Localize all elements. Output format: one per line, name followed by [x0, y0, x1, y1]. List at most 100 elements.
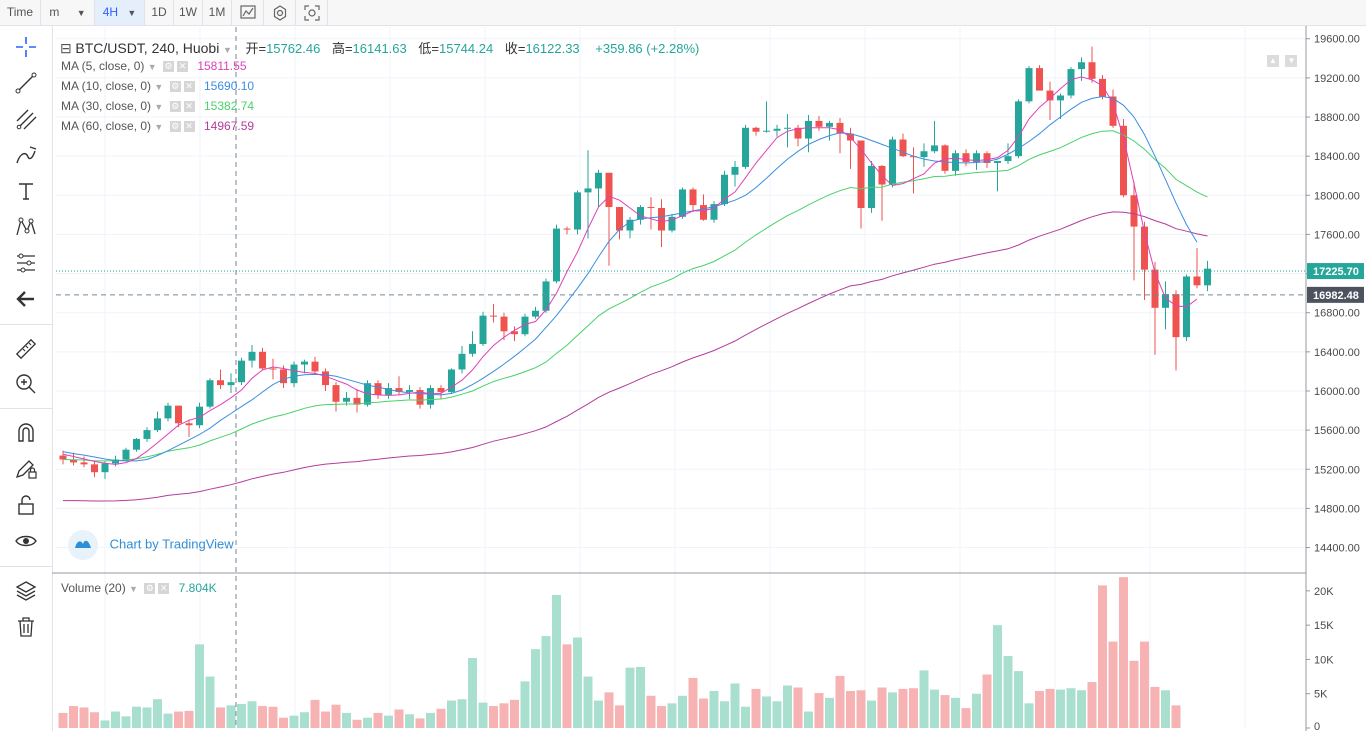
ma5-line: [62, 76, 1198, 465]
volume-bar: [783, 685, 792, 728]
volume-bar: [1129, 660, 1139, 728]
candle-body: [1120, 125, 1127, 196]
price-axis[interactable]: 14400.00 14800.00 15200.00 15600.00 16000.00…: [1306, 26, 1366, 731]
open-label: 开=: [245, 41, 267, 56]
volume-bar: [856, 690, 866, 728]
interval-1m-button[interactable]: 1M: [203, 0, 232, 25]
close-icon[interactable]: ✕: [158, 583, 170, 595]
volume-bar: [730, 683, 740, 728]
lock-drawings-tool[interactable]: [12, 454, 40, 482]
chevron-down-icon[interactable]: ▼: [154, 102, 164, 112]
crosshair-tool[interactable]: [12, 33, 40, 61]
volume-label: Volume (20): [61, 581, 126, 595]
interval-1w-button[interactable]: 1W: [174, 0, 203, 25]
volume-bar: [90, 712, 99, 728]
close-icon[interactable]: ✕: [183, 81, 195, 93]
fib-tool[interactable]: [12, 105, 40, 133]
volume-bar: [940, 695, 950, 728]
close-icon[interactable]: ✕: [183, 101, 195, 113]
candle-body: [1015, 101, 1022, 157]
volume-bar: [1171, 705, 1181, 728]
volume-bar: [384, 715, 393, 728]
trend-line-tool[interactable]: [12, 69, 40, 97]
prediction-tool[interactable]: [12, 249, 40, 277]
minute-interval-dropdown[interactable]: m ▼: [41, 0, 95, 25]
close-icon[interactable]: ✕: [183, 121, 195, 133]
ma60-value: 14967.59: [204, 119, 255, 133]
volume-bar: [552, 594, 561, 728]
volume-bar: [646, 695, 656, 728]
candle-body: [983, 153, 991, 164]
volume-bars: [58, 577, 1181, 728]
volume-bar: [919, 670, 929, 728]
camera-icon: [303, 5, 320, 21]
volume-bar: [751, 688, 761, 728]
volume-axis[interactable]: 0 5K 10K 15K 20K: [1306, 586, 1334, 731]
chevron-down-icon[interactable]: ▼: [129, 584, 138, 594]
chevron-down-icon[interactable]: ▼: [222, 45, 232, 55]
zoom-in-icon: [16, 374, 36, 394]
brush-tool[interactable]: [12, 141, 40, 169]
volume-bar: [667, 703, 677, 728]
screenshot-button[interactable]: [296, 0, 328, 25]
price-tick-label: 17600.00: [1314, 229, 1360, 241]
grid: [52, 26, 1307, 731]
magnet-tool[interactable]: [12, 419, 40, 447]
price-tick-label: 16800.00: [1314, 308, 1360, 320]
candle-body: [490, 315, 497, 317]
candle-body: [763, 130, 770, 132]
candle-body: [406, 390, 413, 392]
symbol-legend: ⊟ BTC/USDT, 240, Huobi ▼ 开=15762.46 高=16…: [60, 38, 699, 57]
volume-value: 7.804K: [178, 581, 217, 595]
gear-icon[interactable]: ⚙: [169, 81, 181, 93]
candle-body: [248, 351, 256, 361]
zoom-tool[interactable]: [12, 370, 40, 398]
text-tool[interactable]: [12, 177, 40, 205]
ma30-label: MA (30, close, 0): [61, 99, 152, 113]
candle-body: [122, 449, 130, 460]
trash-icon: [18, 617, 34, 637]
chart-style-button[interactable]: [232, 0, 264, 25]
scroll-arrows[interactable]: ▲ ▼: [1267, 50, 1298, 68]
tradingview-watermark[interactable]: Chart by TradingView: [68, 530, 234, 560]
candle-body: [164, 405, 172, 419]
close-value: 16122.33: [525, 41, 580, 56]
volume-bar: [426, 712, 435, 728]
interval-4h-dropdown[interactable]: 4H ▼: [95, 0, 145, 25]
gear-icon[interactable]: ⚙: [169, 121, 181, 133]
volume-bar: [835, 675, 845, 728]
lock-tool[interactable]: [12, 491, 40, 519]
candle-body: [311, 361, 319, 372]
arrow-up-icon[interactable]: ▲: [1267, 55, 1279, 67]
back-arrow-tool[interactable]: [12, 285, 40, 313]
pattern-tool[interactable]: [12, 213, 40, 241]
chevron-down-icon[interactable]: ▼: [147, 62, 157, 72]
volume-bar: [184, 710, 194, 728]
high-value: 16141.63: [352, 41, 407, 56]
chevron-down-icon[interactable]: ▼: [154, 82, 164, 92]
volume-bar: [594, 700, 603, 728]
candle-body: [1172, 294, 1180, 338]
arrow-down-icon[interactable]: ▼: [1285, 55, 1298, 67]
gear-icon[interactable]: ⚙: [162, 61, 174, 73]
price-tick-label: 16400.00: [1314, 347, 1360, 359]
settings-button[interactable]: [264, 0, 296, 25]
collapse-icon[interactable]: ⊟: [60, 40, 72, 56]
interval-1d-button[interactable]: 1D: [145, 0, 174, 25]
volume-bar: [342, 712, 351, 728]
visibility-tool[interactable]: [12, 527, 40, 555]
volume-bar: [195, 644, 204, 728]
gear-icon[interactable]: ⚙: [169, 101, 181, 113]
measure-tool[interactable]: [12, 335, 40, 363]
chevron-down-icon[interactable]: ▼: [154, 122, 164, 132]
remove-drawings-tool[interactable]: [12, 613, 40, 641]
close-icon[interactable]: ✕: [176, 61, 188, 73]
volume-bar: [814, 693, 824, 728]
volume-bar: [583, 676, 593, 728]
gear-icon[interactable]: ⚙: [144, 583, 156, 595]
pencil-lock-icon: [15, 460, 37, 479]
candle-body: [773, 128, 781, 131]
candle-body: [80, 462, 88, 465]
layers-tool[interactable]: [12, 577, 40, 605]
